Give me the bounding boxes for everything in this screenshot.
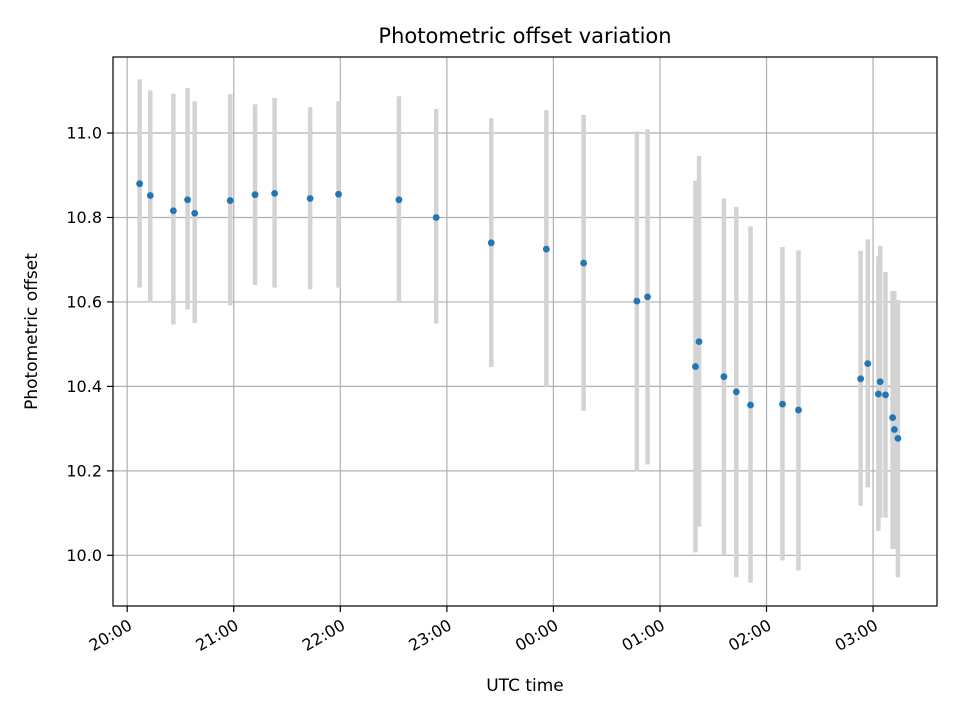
- data-point: [882, 391, 889, 399]
- data-point: [432, 214, 440, 221]
- data-point: [864, 360, 872, 367]
- data-point: [542, 245, 550, 253]
- y-tick-label: 10.8: [66, 208, 102, 227]
- data-point: [136, 180, 144, 188]
- data-point: [890, 426, 898, 433]
- data-point: [191, 209, 199, 217]
- y-axis-ticks: 10.0 10.2 10.4 10.6 10.8 11.0: [66, 124, 113, 565]
- data-point: [695, 338, 703, 346]
- y-axis-label: Photometric offset: [22, 253, 42, 410]
- data-point: [184, 196, 191, 204]
- data-point: [146, 192, 154, 199]
- data-point: [795, 406, 802, 414]
- y-tick-label: 10.2: [66, 461, 102, 480]
- data-point: [876, 378, 884, 386]
- data-point: [487, 239, 495, 247]
- y-tick-label: 10.4: [66, 377, 102, 396]
- data-point: [271, 190, 279, 197]
- chart-title: Photometric offset variation: [378, 24, 671, 48]
- data-point: [251, 191, 259, 199]
- data-point: [857, 375, 865, 383]
- x-axis-label: UTC time: [486, 676, 564, 696]
- data-point: [306, 195, 314, 202]
- data-point: [169, 207, 177, 215]
- grid: [113, 57, 937, 606]
- plot-frame: [112, 56, 938, 607]
- data-points: [136, 180, 902, 442]
- data-point: [692, 363, 699, 370]
- data-point: [747, 401, 754, 409]
- data-point: [889, 414, 897, 422]
- y-tick-label: 10.6: [66, 292, 102, 311]
- data-point: [395, 196, 403, 204]
- data-point: [633, 297, 641, 305]
- y-tick-label: 11.0: [66, 124, 102, 143]
- data-point: [226, 197, 234, 204]
- data-point: [874, 390, 882, 398]
- data-point: [894, 434, 902, 442]
- data-point: [720, 373, 728, 381]
- data-point: [335, 190, 342, 198]
- data-point: [580, 259, 588, 267]
- data-point: [644, 293, 651, 301]
- data-point: [732, 388, 740, 396]
- data-point: [779, 400, 786, 408]
- y-tick-label: 10.0: [66, 546, 102, 565]
